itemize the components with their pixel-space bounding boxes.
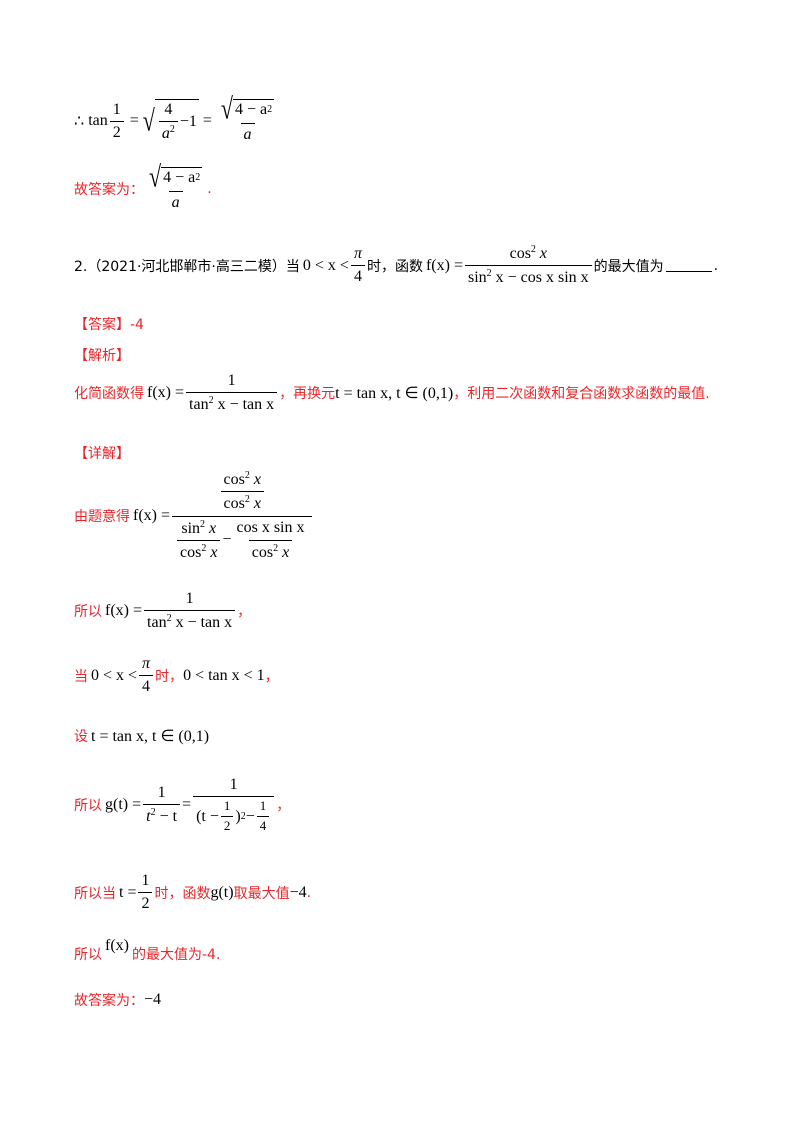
answer-row: 【答案】-4 [74, 314, 144, 334]
detail-step-1: 由题意得 f(x) = cos2 x cos2 x sin2 x cos2 x … [74, 470, 314, 563]
half-fraction: 1 2 [109, 101, 124, 143]
analysis-line: 化简函数得 f(x) = 1 tan2 x − tan x ，再换元 t = t… [74, 372, 710, 415]
answer-blank [665, 259, 712, 273]
problem-number: 2.（2021·河北邯郸市·高三二模）当 [74, 258, 300, 275]
detail-step-3: 当 0 < x < π 4 时， 0 < tan x < 1 ， [74, 655, 279, 696]
detail-step-2: 所以 f(x) = 1 tan2 x − tan x ， [74, 590, 252, 632]
compound-fraction: cos2 x cos2 x sin2 x cos2 x − cos x sin … [172, 470, 313, 563]
problem-fraction: cos2 x sin2 x − cos x sin x [464, 244, 592, 288]
analysis-fraction: 1 tan2 x − tan x [186, 372, 278, 415]
sqrt-expression: √ 4 a2 −1 [142, 99, 199, 143]
tan-label: tan [88, 112, 108, 130]
analysis-label: 【解析】 [74, 348, 130, 364]
pi-over-four: π 4 [350, 245, 365, 287]
detail-label: 【详解】 [74, 446, 130, 462]
detail-step-7: 所以 f(x) 的最大值为-4. [74, 937, 221, 963]
answer-label: 故答案为： [74, 182, 144, 199]
problem-2: 2.（2021·河北邯郸市·高三二模）当 0 < x < π 4 时，函数 f(… [74, 244, 719, 288]
therefore-symbol: ∴ [74, 113, 85, 131]
detail-step-4: 设 t = tan x, t ∈ (0,1) [74, 728, 210, 745]
answer-tag: 【答案】 [74, 317, 130, 333]
detail-step-8: 故答案为： −4 [74, 991, 162, 1009]
answer-value: -4 [130, 317, 144, 333]
